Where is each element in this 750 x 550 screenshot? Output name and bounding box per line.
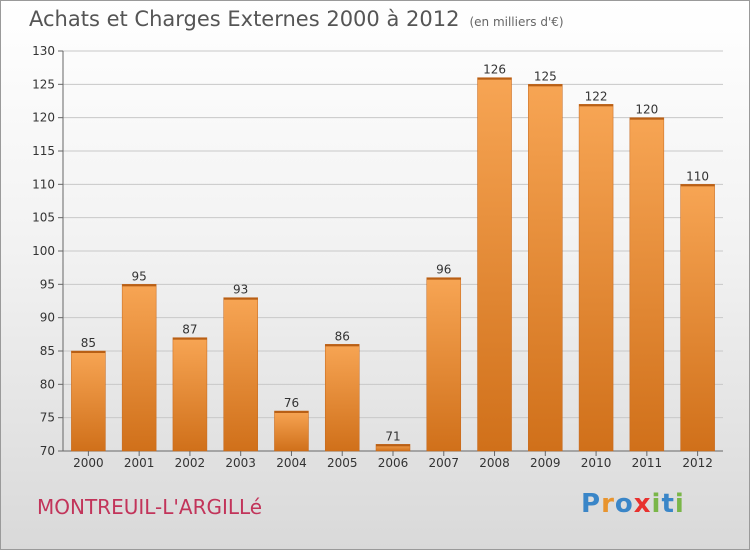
y-tick-label: 110 (32, 177, 55, 191)
place-name: MONTREUIL-L'ARGILLé (37, 495, 263, 519)
bar-top-edge (172, 337, 207, 340)
data-label: 122 (585, 89, 608, 103)
logo-letter: i (674, 489, 685, 519)
x-tick-label: 2006 (378, 456, 409, 470)
data-label: 126 (483, 63, 506, 77)
logo-letter: i (651, 489, 662, 519)
x-tick-label: 2002 (175, 456, 206, 470)
y-tick-label: 100 (32, 244, 55, 258)
x-tick-label: 2010 (581, 456, 612, 470)
data-label: 110 (686, 169, 709, 183)
data-label: 86 (335, 329, 350, 343)
data-label: 96 (436, 263, 451, 277)
data-label: 125 (534, 69, 557, 83)
data-label: 120 (635, 103, 658, 117)
bar (324, 344, 360, 452)
bar-top-edge (579, 104, 614, 107)
y-tick-label: 70 (40, 444, 55, 458)
y-tick-label: 105 (32, 211, 55, 225)
data-label: 71 (385, 429, 400, 443)
x-tick-label: 2001 (124, 456, 155, 470)
data-label: 93 (233, 283, 248, 297)
x-tick-label: 2005 (327, 456, 358, 470)
bar (578, 104, 614, 452)
y-tick-label: 95 (40, 277, 55, 291)
x-tick-label: 2000 (73, 456, 104, 470)
bar-top-edge (122, 284, 157, 287)
logo-letter: x (633, 489, 652, 519)
logo-letter: o (614, 489, 634, 519)
y-tick-label: 120 (32, 111, 55, 125)
bar (223, 297, 258, 452)
bar (71, 350, 106, 452)
bar-top-edge (325, 344, 360, 347)
x-tick-label: 2009 (530, 456, 561, 470)
data-label: 85 (81, 336, 96, 350)
proxiti-logo: Proxiti (581, 489, 685, 519)
y-tick-label: 85 (40, 344, 55, 358)
y-tick-label: 90 (40, 311, 55, 325)
y-tick-label: 125 (32, 77, 55, 91)
bar (172, 337, 208, 452)
x-tick-label: 2008 (479, 456, 510, 470)
logo-letter: P (581, 489, 602, 519)
logo-letter: r (601, 489, 615, 519)
bar (477, 77, 512, 452)
y-tick-label: 75 (40, 411, 55, 425)
data-label: 87 (182, 323, 197, 337)
bar (121, 284, 157, 452)
bar (629, 117, 665, 452)
x-tick-label: 2003 (225, 456, 256, 470)
bar (274, 410, 309, 452)
bar (528, 84, 563, 452)
bar-top-edge (477, 77, 512, 80)
data-label: 76 (284, 396, 299, 410)
bar (680, 184, 715, 452)
bar-top-edge (426, 277, 461, 280)
bar-top-edge (376, 444, 410, 447)
bar-top-edge (629, 117, 664, 120)
chart-subtitle: (en milliers d'€) (469, 15, 564, 29)
x-tick-label: 2012 (682, 456, 713, 470)
bar-top-edge (680, 184, 715, 187)
x-tick-label: 2004 (276, 456, 307, 470)
y-tick-label: 130 (32, 44, 55, 58)
y-tick-label: 80 (40, 377, 55, 391)
x-tick-label: 2011 (632, 456, 663, 470)
bar-top-edge (528, 84, 563, 87)
bar-top-edge (223, 297, 258, 300)
bar-top-edge (274, 411, 309, 413)
data-label: 95 (132, 269, 147, 283)
x-tick-label: 2007 (428, 456, 459, 470)
chart-title: Achats et Charges Externes 2000 à 2012 (e… (29, 7, 564, 31)
logo-letter: t (661, 489, 675, 519)
bar-top-edge (71, 351, 106, 353)
y-tick-label: 115 (32, 144, 55, 158)
bar (426, 277, 462, 452)
chart-title-text: Achats et Charges Externes 2000 à 2012 (29, 7, 460, 31)
